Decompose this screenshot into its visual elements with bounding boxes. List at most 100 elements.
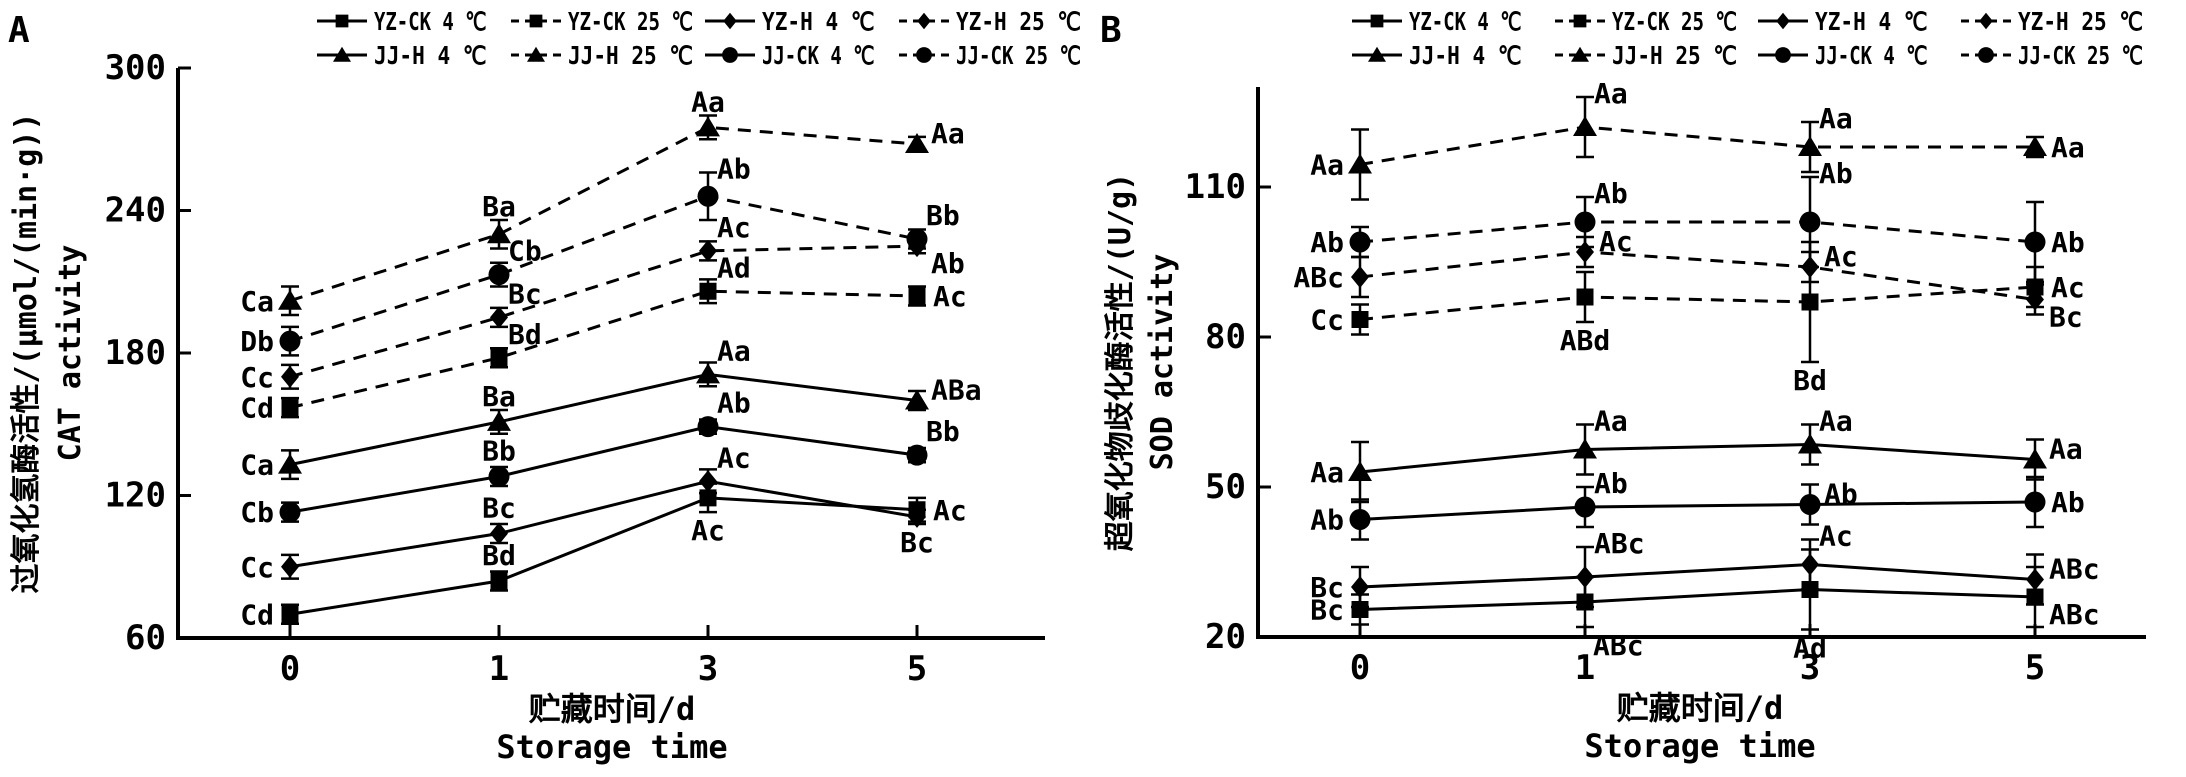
- legend-item: JJ-H 4 ℃: [1352, 41, 1522, 70]
- circle-marker-icon: [488, 466, 510, 487]
- legend-item: YZ-CK 4 ℃: [317, 7, 487, 36]
- point-label: Ab: [1310, 226, 1344, 259]
- point-label: ABc: [1593, 629, 1644, 662]
- point-label: Aa: [1819, 405, 1853, 438]
- point-label: Ba: [482, 190, 516, 223]
- triangle-marker-icon: [1798, 433, 1822, 454]
- point-label: Ac: [691, 514, 725, 547]
- legend-label: JJ-CK 25 ℃: [956, 41, 1081, 70]
- point-label: Ab: [2051, 486, 2085, 519]
- triangle-marker-icon: [1573, 116, 1597, 136]
- x-tick-label: 5: [907, 649, 927, 689]
- point-label: Ab: [1824, 478, 1858, 511]
- legend-item: YZ-CK 25 ℃: [511, 7, 693, 36]
- series-jj-ck-25-℃: Ab Ab Ab Ab: [1310, 157, 2085, 284]
- diamond-marker-icon: [281, 365, 299, 388]
- y-tick-label: 60: [125, 618, 166, 658]
- panel-a: A 60 120 180 240 300 0 1 3 5 过氧化氢酶活性/(μmol/(min·g)…: [8, 7, 1081, 766]
- point-label: Bc: [508, 277, 542, 310]
- series-yz-ck-25-℃: Cc ABd Bd Ac: [1310, 240, 2085, 397]
- point-label: Bc: [482, 492, 516, 525]
- y-axis-title-cn: 超氧化物歧化酶活性/(U/g): [1103, 173, 1138, 551]
- triangle-marker-icon: [905, 133, 929, 153]
- circle-marker-icon: [906, 444, 928, 466]
- x-tick-label: 1: [1575, 648, 1595, 688]
- point-label: Aa: [2051, 131, 2085, 164]
- circle-marker-icon: [1349, 231, 1371, 253]
- square-marker-icon: [1351, 601, 1369, 618]
- y-tick-label: 20: [1205, 617, 1246, 657]
- square-marker-icon: [281, 399, 299, 417]
- point-label: Cc: [240, 551, 274, 584]
- point-label: Cc: [240, 361, 274, 394]
- point-label: Cc: [1310, 304, 1344, 337]
- legend-item: YZ-H 25 ℃: [899, 7, 1081, 36]
- series-line: [289, 289, 918, 410]
- legend-label: JJ-CK 4 ℃: [762, 41, 875, 70]
- point-label: Ab: [717, 153, 751, 186]
- legend-item: YZ-CK 4 ℃: [1352, 7, 1522, 36]
- legend-item: JJ-CK 25 ℃: [1961, 41, 2143, 70]
- circle-marker-icon: [906, 228, 928, 250]
- legend-label: JJ-H 25 ℃: [1612, 41, 1737, 70]
- diamond-marker-icon: [2026, 288, 2044, 311]
- y-axis-title-en: SOD activity: [1145, 254, 1180, 471]
- point-label: Cb: [240, 496, 274, 529]
- point-label: Ac: [1599, 225, 1633, 258]
- panel-b: B 20 50 80 110 0 1 3 5 超氧化物歧化酶活性/(U/g) SOD activit…: [1100, 7, 2146, 765]
- square-marker-icon: [529, 14, 543, 28]
- diamond-marker-icon: [699, 239, 717, 262]
- circle-marker-icon: [916, 47, 932, 63]
- axis-lines: [1256, 87, 2146, 639]
- point-label: Db: [240, 325, 274, 358]
- point-label: Cd: [240, 392, 274, 425]
- legend-label: YZ-H 4 ℃: [1815, 7, 1928, 36]
- point-label: Ac: [2051, 271, 2085, 304]
- y-tick-label: 110: [1185, 167, 1246, 207]
- point-label: ABc: [2049, 553, 2100, 586]
- diamond-marker-icon: [490, 306, 508, 329]
- triangle-marker-icon: [905, 389, 929, 410]
- diamond-marker-icon: [723, 12, 737, 30]
- y-axis-title-cn: 过氧化氢酶活性/(μmol/(min·g)): [9, 113, 44, 594]
- triangle-marker-icon: [487, 410, 511, 431]
- triangle-marker-icon: [2023, 448, 2047, 469]
- diamond-marker-icon: [1351, 266, 1369, 288]
- diamond-marker-icon: [1576, 566, 1594, 588]
- legend-label: YZ-H 25 ℃: [956, 7, 1081, 36]
- y-tick-label: 300: [105, 48, 166, 88]
- point-label: Cd: [240, 598, 274, 631]
- point-label: Ab: [2051, 226, 2085, 259]
- point-label: Aa: [1594, 77, 1628, 110]
- legend-label: YZ-CK 25 ℃: [1612, 7, 1737, 36]
- series-line: [289, 479, 918, 569]
- x-tick-label: 3: [698, 649, 718, 689]
- legend-label: YZ-H 4 ℃: [762, 7, 875, 36]
- circle-marker-icon: [1574, 211, 1596, 233]
- circle-marker-icon: [1775, 47, 1791, 63]
- legend-label: JJ-CK 25 ℃: [2018, 41, 2143, 70]
- series-jj-h-4-℃: Ca Ba Aa ABa: [240, 334, 981, 481]
- series-line: [1359, 285, 2036, 321]
- x-tick-label: 0: [280, 649, 300, 689]
- diamond-marker-icon: [490, 522, 508, 545]
- square-marker-icon: [699, 282, 717, 300]
- diamond-marker-icon: [1351, 576, 1369, 598]
- y-tick-label: 180: [105, 333, 166, 373]
- point-label: Aa: [1310, 149, 1344, 182]
- triangle-marker-icon: [527, 46, 545, 62]
- point-label: Ac: [717, 441, 751, 474]
- triangle-marker-icon: [1798, 136, 1822, 156]
- series-jj-h-4-℃: Aa Aa Aa Aa: [1310, 405, 2083, 504]
- point-label: Ac: [717, 211, 751, 244]
- point-label: Ba: [482, 380, 516, 413]
- circle-marker-icon: [1574, 496, 1596, 518]
- legend-label: YZ-CK 25 ℃: [568, 7, 693, 36]
- series-line: [1359, 587, 2036, 611]
- series-yz-h-4-℃: Bc ABc Ac ABc: [1310, 520, 2100, 609]
- point-label: Ad: [1793, 632, 1827, 665]
- series-jj-ck-25-℃: Db Cb Ab Bb: [240, 153, 959, 359]
- square-marker-icon: [490, 349, 508, 367]
- circle-marker-icon: [279, 330, 301, 352]
